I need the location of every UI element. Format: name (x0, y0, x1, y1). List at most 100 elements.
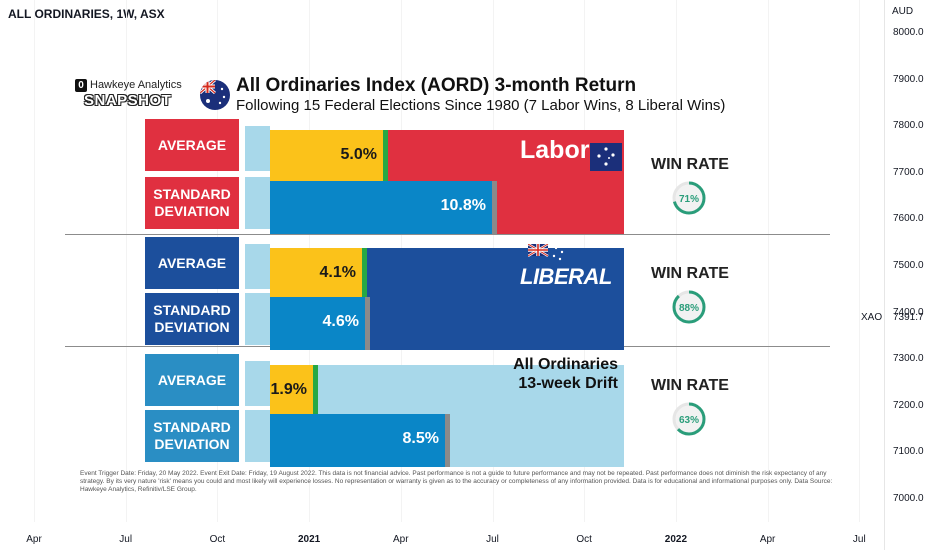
price-tick: 7800.0 (893, 120, 924, 132)
bar-value-label: 5.0% (340, 146, 377, 163)
currency-label: AUD (892, 6, 914, 17)
xao-marker-value: 7391.7 (893, 312, 924, 323)
price-tick: 7300.0 (893, 353, 924, 365)
snapshot-label: SNAPSHOT (84, 92, 172, 109)
win-rate-value: 63% (679, 415, 699, 426)
gridline (125, 0, 127, 522)
row-connector (245, 177, 270, 229)
time-tick: Apr (26, 534, 42, 545)
bar-end-marker (365, 297, 370, 350)
row-connector (245, 293, 270, 345)
row-label: STANDARD DEVIATION (145, 177, 239, 229)
price-tick: 7600.0 (893, 213, 924, 225)
time-tick: Jul (486, 534, 499, 545)
brand-name: Hawkeye Analytics (90, 79, 182, 91)
time-tick: 2022 (664, 534, 688, 545)
stdev-bar (270, 297, 365, 350)
average-bar (270, 130, 383, 183)
xao-marker-label: XAO (861, 312, 883, 323)
southern-cross-icon (590, 143, 622, 171)
bar-track: 10.8% (270, 181, 624, 234)
win-rate-ring-arc (672, 402, 706, 436)
average-bar (270, 248, 362, 301)
row-connector (245, 410, 270, 462)
time-tick: Jul (852, 534, 866, 545)
stdev-bar (270, 414, 445, 467)
bar-track: 4.6% (270, 297, 624, 350)
price-tick: 7000.0 (893, 493, 924, 504)
average-bar (270, 365, 313, 418)
gridline (859, 0, 861, 522)
bar-value-label: 4.6% (322, 313, 359, 330)
win-rate-label: WIN RATE (651, 156, 729, 173)
chart-subtitle: Following 15 Federal Elections Since 198… (236, 97, 726, 114)
drift-label-line: 13-week Drift (518, 375, 618, 392)
win-rate-value: 88% (679, 303, 699, 314)
price-tick: 7400.0 (893, 306, 924, 318)
labor-logo: Labor (520, 136, 590, 164)
bar-end-marker (362, 248, 367, 301)
win-rate-ring-arc (672, 181, 706, 215)
chart-symbol-title: ALL ORDINARIES, 1W, ASX (8, 7, 165, 21)
time-tick: Apr (393, 534, 409, 545)
australia-flag-icon (200, 80, 230, 110)
stdev-bar (270, 181, 492, 234)
row-label-line: DEVIATION (154, 319, 230, 335)
time-tick: Oct (209, 534, 226, 545)
row-label-line: DEVIATION (154, 436, 230, 452)
row-label: STANDARD DEVIATION (145, 293, 239, 345)
bar-end-marker (313, 365, 318, 418)
drift-label: All Ordinaries 13-week Drift (470, 355, 618, 393)
win-rate-label: WIN RATE (651, 377, 729, 394)
win-rate-ring-arc (672, 290, 706, 324)
price-tick: 7500.0 (893, 260, 924, 271)
row-label: AVERAGE (145, 237, 239, 289)
row-label: AVERAGE (145, 119, 239, 171)
bar-value-label: 8.5% (402, 430, 439, 447)
price-tick: 8000.0 (893, 27, 924, 38)
row-label: STANDARD DEVIATION (145, 410, 239, 462)
price-tick: 7700.0 (893, 166, 924, 178)
drift-label-line: All Ordinaries (513, 356, 618, 373)
price-tick: 7200.0 (893, 399, 924, 411)
bar-end-marker (383, 130, 388, 183)
price-tick: 7900.0 (893, 73, 924, 85)
divider-line (65, 234, 830, 235)
row-label-line: DEVIATION (154, 203, 230, 219)
row-connector (245, 126, 270, 171)
disclaimer-footnote: Event Trigger Date: Friday, 20 May 2022.… (80, 470, 833, 493)
liberal-logo: LIBERAL (520, 264, 612, 289)
gridline (34, 0, 35, 522)
win-rate-ring: 71% (672, 181, 706, 215)
time-tick: Jul (119, 534, 133, 545)
row-label-line: STANDARD (153, 186, 231, 202)
gridline (675, 0, 677, 522)
win-rate-label: WIN RATE (651, 265, 729, 282)
row-label-line: STANDARD (153, 302, 231, 318)
row-connector (245, 244, 270, 289)
row-label: AVERAGE (145, 354, 239, 406)
row-connector (245, 361, 270, 406)
bar-track: 1.9% (270, 365, 624, 418)
hawkeye-logo-icon: 0 (75, 79, 87, 92)
time-tick: Apr (759, 534, 776, 545)
time-tick: 2021 (297, 534, 321, 545)
bar-track: 8.5% (270, 414, 624, 467)
chart-title: All Ordinaries Index (AORD) 3-month Retu… (236, 75, 637, 96)
time-tick: Oct (576, 534, 592, 545)
win-rate-value: 71% (679, 194, 699, 205)
liberal-flag-icon (527, 242, 568, 264)
bar-track: 5.0% (270, 130, 624, 183)
bar-value-label: 4.1% (319, 264, 356, 281)
bar-end-marker (445, 414, 450, 467)
gridline (767, 0, 769, 522)
row-label-line: STANDARD (153, 419, 231, 435)
win-rate-ring: 88% (672, 290, 706, 324)
price-axis[interactable] (884, 0, 932, 550)
bar-value-label: 1.9% (270, 381, 307, 398)
bar-value-label: 10.8% (440, 197, 486, 214)
win-rate-ring: 63% (672, 402, 706, 436)
bar-track: 4.1% (270, 248, 624, 301)
bar-end-marker (492, 181, 497, 234)
price-tick: 7100.0 (893, 446, 924, 458)
